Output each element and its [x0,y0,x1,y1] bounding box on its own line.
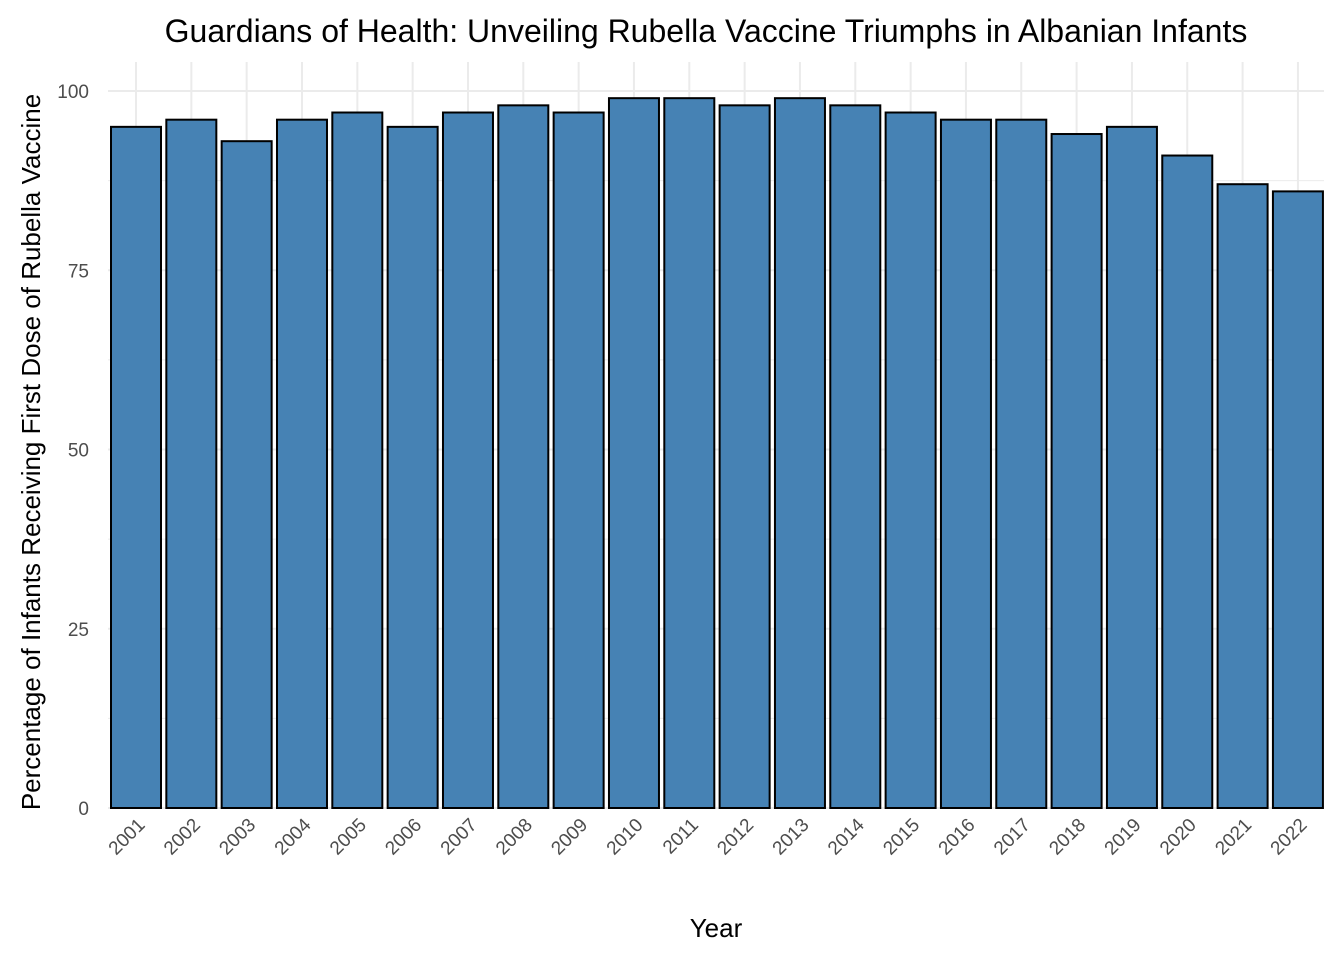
y-tick-label: 100 [57,82,89,103]
bar-2006 [386,125,439,810]
x-tick-label: 2011 [659,815,703,859]
x-tick-label: 2002 [160,815,205,860]
bar-2005 [331,111,384,809]
bar-2019 [1105,125,1158,810]
bar-2021 [1216,183,1269,809]
x-tick-label: 2009 [547,815,592,860]
x-tick-label: 2019 [1101,815,1146,860]
y-axis-ticks: 0 25 50 75 100 [57,82,89,820]
bar-2012 [718,104,771,809]
bar-2010 [607,97,660,810]
x-tick-label: 2021 [1211,815,1256,860]
bar-2022 [1271,190,1324,809]
x-tick-label: 2012 [713,815,758,860]
y-axis-title: Percentage of Infants Receiving First Do… [16,94,46,810]
bar-2008 [497,104,550,809]
x-tick-label: 2004 [271,814,316,859]
bar-2017 [995,118,1048,810]
x-tick-label: 2007 [437,815,482,860]
x-tick-label: 2010 [603,815,648,860]
x-tick-label: 2020 [1156,815,1201,860]
y-tick-label: 25 [68,620,89,641]
bar-2013 [773,97,826,810]
bar-2011 [663,97,716,810]
bar-2020 [1161,154,1214,809]
x-tick-label: 2008 [492,815,537,860]
bars [110,97,1324,810]
x-axis-title: Year [690,913,743,943]
bar-2003 [220,140,273,809]
x-tick-label: 2001 [105,815,150,860]
bar-2014 [829,104,882,809]
y-tick-label: 50 [68,441,89,462]
x-axis-ticks: 2001 2002 2003 2004 2005 2006 2007 2008 2009 2010… [105,814,1312,859]
bar-2002 [165,118,218,810]
x-tick-label: 2014 [824,814,869,859]
bar-2009 [552,111,605,809]
bar-2016 [939,118,992,810]
x-tick-label: 2003 [215,815,260,860]
bar-2007 [441,111,494,809]
x-tick-label: 2005 [326,815,371,860]
x-tick-label: 2022 [1267,815,1312,860]
y-tick-label: 75 [68,261,89,282]
x-tick-label: 2015 [879,815,924,860]
bar-2018 [1050,133,1103,809]
x-tick-label: 2017 [990,815,1035,860]
x-tick-label: 2018 [1045,815,1090,860]
bar-2001 [110,125,162,810]
chart-title: Guardians of Health: Unveiling Rubella V… [165,13,1248,49]
x-tick-label: 2016 [935,815,980,860]
x-tick-label: 2006 [381,815,426,860]
y-tick-label: 0 [78,799,89,820]
x-tick-label: 2013 [769,815,814,860]
bar-2015 [884,111,937,809]
bar-2004 [275,118,328,810]
